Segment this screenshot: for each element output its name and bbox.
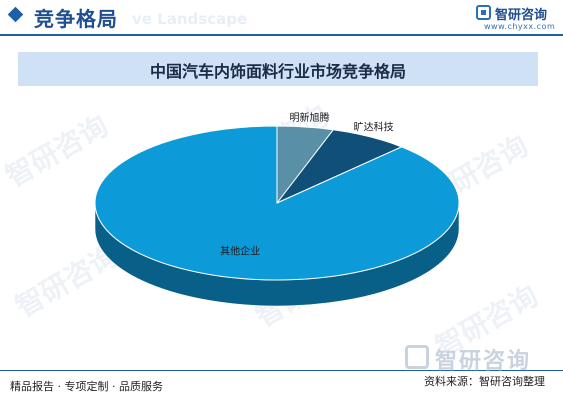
pie-top-group: [94, 125, 460, 281]
logo-icon: [405, 345, 429, 369]
header-divider: [0, 34, 563, 36]
logo-icon: [476, 5, 491, 20]
source-note: 资料来源：智研咨询整理: [424, 375, 545, 388]
brand-name: 智研咨询: [495, 8, 548, 23]
brand-url: www.chyxx.com: [484, 22, 556, 31]
header-subtitle-en: ve Landscape: [132, 10, 248, 28]
page-title: 竞争格局: [34, 7, 118, 31]
footer-divider: [0, 370, 563, 371]
page-header: 竞争格局 ve Landscape 智研咨询 www.chyxx.com: [0, 0, 563, 36]
pie-slice: [94, 125, 460, 281]
footer-tagline: 精品报告 · 专项定制 · 品质服务: [10, 380, 163, 393]
slice-label: 旷达科技: [354, 121, 394, 134]
slice-label: 明新旭腾: [289, 111, 329, 124]
chart-title: 中国汽车内饰面料行业市场竞争格局: [149, 62, 406, 81]
slice-label: 其他企业: [220, 244, 260, 257]
footer-logo-name: 智研咨询: [435, 349, 532, 374]
chart-title-band: 中国汽车内饰面料行业市场竞争格局: [18, 52, 538, 86]
